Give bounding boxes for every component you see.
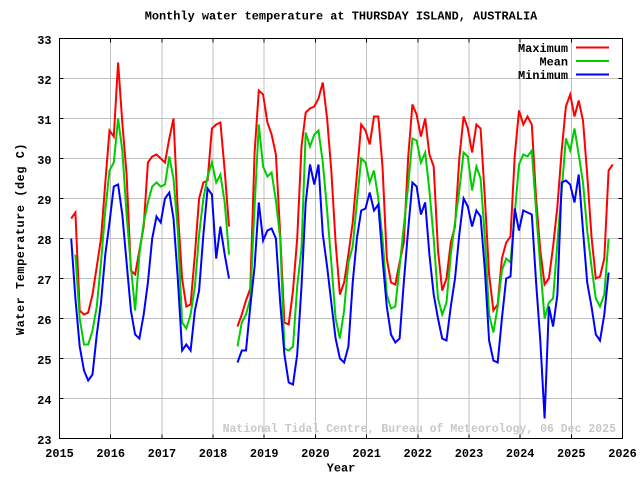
svg-text:Minimum: Minimum bbox=[518, 69, 568, 83]
svg-text:28: 28 bbox=[37, 234, 51, 248]
svg-text:Mean: Mean bbox=[539, 56, 568, 70]
svg-text:26: 26 bbox=[37, 314, 51, 328]
svg-text:2025: 2025 bbox=[557, 447, 586, 461]
svg-text:30: 30 bbox=[37, 154, 51, 168]
svg-text:31: 31 bbox=[37, 114, 51, 128]
svg-text:27: 27 bbox=[37, 274, 51, 288]
svg-text:32: 32 bbox=[37, 74, 51, 88]
svg-text:33: 33 bbox=[37, 34, 51, 48]
svg-text:2018: 2018 bbox=[199, 447, 228, 461]
svg-text:29: 29 bbox=[37, 194, 51, 208]
svg-text:25: 25 bbox=[37, 354, 51, 368]
svg-text:Monthly water temperature at T: Monthly water temperature at THURSDAY IS… bbox=[145, 10, 538, 24]
svg-text:23: 23 bbox=[37, 434, 51, 448]
svg-text:2019: 2019 bbox=[250, 447, 279, 461]
svg-text:2022: 2022 bbox=[404, 447, 433, 461]
svg-text:Year: Year bbox=[327, 462, 356, 476]
svg-text:2017: 2017 bbox=[148, 447, 177, 461]
svg-text:2026: 2026 bbox=[608, 447, 637, 461]
svg-text:Water Temperature (deg C): Water Temperature (deg C) bbox=[14, 143, 28, 335]
svg-text:Maximum: Maximum bbox=[518, 42, 568, 56]
svg-text:2021: 2021 bbox=[352, 447, 381, 461]
svg-text:24: 24 bbox=[37, 394, 51, 408]
svg-text:2016: 2016 bbox=[96, 447, 125, 461]
svg-text:National Tidal Centre, Bureau: National Tidal Centre, Bureau of Meteoro… bbox=[223, 423, 616, 436]
svg-text:2015: 2015 bbox=[45, 447, 74, 461]
svg-text:2020: 2020 bbox=[301, 447, 330, 461]
svg-text:2024: 2024 bbox=[506, 447, 535, 461]
svg-text:2023: 2023 bbox=[455, 447, 484, 461]
